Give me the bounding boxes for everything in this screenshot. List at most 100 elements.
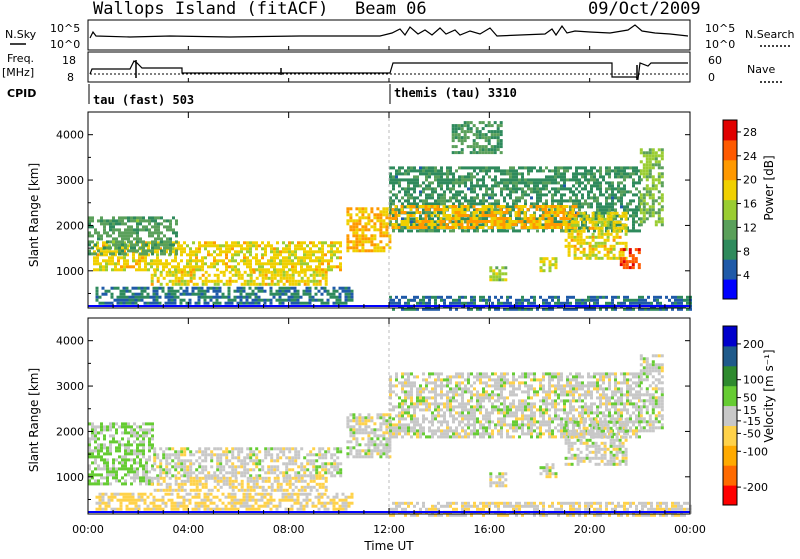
power-cell (204, 302, 207, 305)
power-cell (321, 247, 324, 250)
velocity-cell (130, 443, 133, 446)
power-cell (234, 265, 237, 268)
velocity-cell (201, 471, 204, 474)
velocity-cell (223, 477, 226, 480)
velocity-cell (243, 465, 246, 468)
velocity-cell (184, 480, 187, 483)
power-cell (207, 296, 210, 299)
power-cell (578, 184, 581, 187)
power-cell (470, 226, 473, 229)
velocity-cell (241, 480, 244, 483)
power-cell (504, 278, 507, 281)
power-cell (611, 205, 614, 208)
power-cell (515, 302, 518, 305)
velocity-cell (336, 468, 339, 471)
power-cell (587, 181, 590, 184)
velocity-cell (177, 456, 180, 459)
velocity-cell (103, 458, 106, 461)
power-cell (243, 253, 246, 256)
velocity-cell (97, 449, 100, 452)
power-cell (578, 172, 581, 175)
velocity-cell (151, 422, 154, 425)
power-cell (144, 290, 147, 293)
power-cell (382, 234, 385, 237)
power-cell (623, 190, 626, 193)
velocity-cell (177, 462, 180, 465)
power-cell (349, 216, 352, 219)
power-cell (165, 259, 168, 262)
power-cell (428, 208, 431, 211)
power-cell (443, 208, 446, 211)
power-cell (255, 302, 258, 305)
power-cell (607, 257, 610, 260)
power-cell (373, 249, 376, 252)
power-cell (292, 277, 295, 280)
velocity-cell (148, 446, 151, 449)
power-cell (225, 247, 228, 250)
power-cell (123, 262, 126, 265)
power-cell (127, 249, 130, 252)
power-cell (139, 222, 142, 225)
power-cell (434, 199, 437, 202)
power-cell (419, 302, 422, 305)
velocity-cell (171, 499, 174, 502)
power-cell (452, 196, 455, 199)
power-cell (620, 196, 623, 199)
power-cell (536, 193, 539, 196)
power-cell (205, 277, 208, 280)
power-cell (422, 229, 425, 232)
power-cell (223, 283, 226, 286)
velocity-cell (139, 428, 142, 431)
power-cell (464, 175, 467, 178)
power-cell (590, 187, 593, 190)
power-cell (461, 127, 464, 130)
power-cell (583, 212, 586, 215)
power-cell (488, 299, 491, 302)
power-cell (560, 184, 563, 187)
power-cell (646, 208, 649, 211)
power-cell (509, 296, 512, 299)
velocity-cell (279, 447, 282, 450)
power-colorbar-tick-label: 4 (743, 269, 750, 282)
power-cell (554, 178, 557, 181)
power-cell (234, 290, 237, 293)
power-cell (434, 229, 437, 232)
power-cell (578, 226, 581, 229)
power-cell (157, 246, 160, 249)
power-cell (270, 299, 273, 302)
velocity-cell (94, 473, 97, 476)
power-cell (509, 220, 512, 223)
power-cell (283, 277, 286, 280)
power-cell (482, 226, 485, 229)
velocity-cell (124, 425, 127, 428)
velocity-cell (198, 465, 201, 468)
power-cell (545, 299, 548, 302)
power-cell (398, 226, 401, 229)
velocity-cell (214, 480, 217, 483)
power-cell (545, 220, 548, 223)
power-cell (342, 290, 345, 293)
power-cell (100, 222, 103, 225)
velocity-cell (270, 456, 273, 459)
velocity-cell (100, 422, 103, 425)
power-cell (150, 302, 153, 305)
power-cell (485, 190, 488, 193)
velocity-cell (102, 496, 105, 499)
velocity-cell (204, 456, 207, 459)
power-cell (629, 166, 632, 169)
power-cell (476, 142, 479, 145)
power-cell (482, 166, 485, 169)
power-cell (147, 262, 150, 265)
velocity-cell (295, 477, 298, 480)
velocity-cell (204, 468, 207, 471)
power-cell (555, 266, 558, 269)
power-cell (189, 293, 192, 296)
velocity-cell (136, 443, 139, 446)
power-cell (543, 257, 546, 260)
power-cell (271, 271, 274, 274)
power-cell (294, 299, 297, 302)
power-cell (622, 215, 625, 218)
power-cell (364, 216, 367, 219)
power-cell (292, 283, 295, 286)
